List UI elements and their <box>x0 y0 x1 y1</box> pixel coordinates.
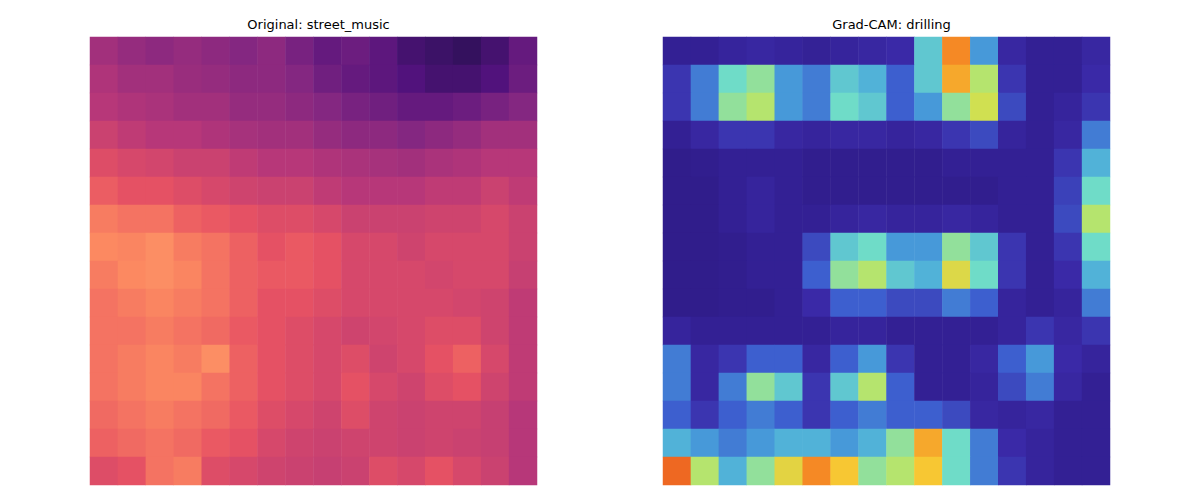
svg-text:Grad-CAM: drilling: Grad-CAM: drilling <box>832 17 951 32</box>
svg-text:Original: street_music: Original: street_music <box>247 17 389 32</box>
